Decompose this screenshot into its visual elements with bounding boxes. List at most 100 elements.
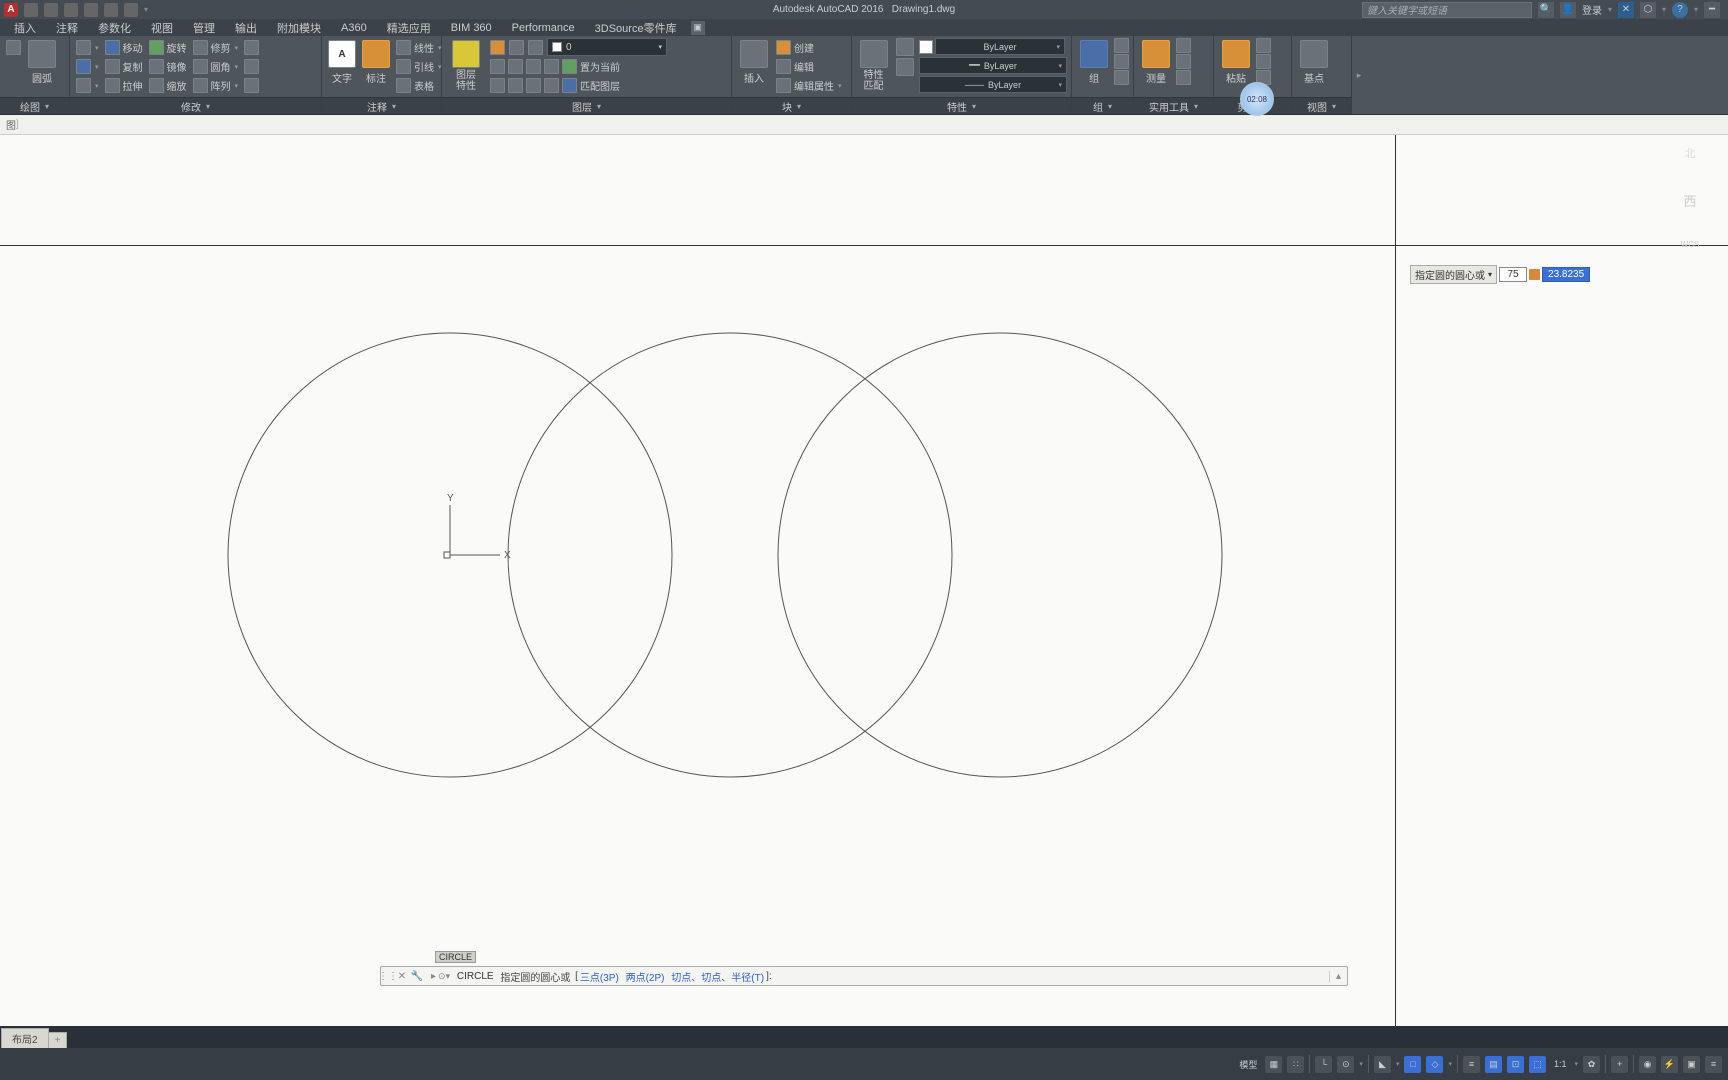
tab-insert[interactable]: 插入	[4, 20, 46, 36]
lwt-toggle[interactable]: ≡	[1463, 1056, 1480, 1073]
cmd-option-ttr[interactable]: 切点、切点、半径(T)	[671, 969, 764, 984]
move-button[interactable]: 移动	[103, 38, 145, 56]
copy-clip-icon[interactable]	[1256, 54, 1271, 69]
color-combo[interactable]: ByLayer	[935, 38, 1065, 55]
isolate-objects[interactable]: ◉	[1639, 1056, 1656, 1073]
layer-lock-icon[interactable]	[526, 59, 541, 74]
infocenter-search-input[interactable]: 键入关键字或短语	[1362, 2, 1532, 18]
tab-annotate[interactable]: 注释	[46, 20, 88, 36]
layer-b-icon[interactable]	[508, 78, 523, 93]
annotation-scale[interactable]: 1:1	[1551, 1059, 1570, 1069]
dynamic-input[interactable]: 指定圆的圆心或▾ 75 23.8235	[1410, 265, 1590, 284]
scale-button[interactable]: 缩放	[147, 76, 189, 94]
set-current-label[interactable]: 置为当前	[580, 59, 620, 74]
cmd-option-2p[interactable]: 两点(2P)	[626, 969, 665, 984]
measure-button[interactable]: 测量	[1138, 38, 1174, 85]
transparency-toggle[interactable]: ▤	[1485, 1056, 1502, 1073]
dyn-ucs-toggle[interactable]: ⬚	[1529, 1056, 1546, 1073]
linear-dim-button[interactable]: 线性	[394, 38, 444, 56]
file-tab[interactable]: 图	[6, 117, 16, 132]
match-properties-button[interactable]: 特性 匹配	[856, 38, 891, 92]
cut-icon[interactable]	[1256, 38, 1271, 53]
color-swatch[interactable]	[919, 40, 933, 54]
snap-toggle[interactable]: ∷	[1287, 1056, 1304, 1073]
stretch-button[interactable]: 拉伸	[103, 76, 145, 94]
array-button[interactable]: 阵列	[191, 76, 241, 94]
cmdline-close-button[interactable]: ✕	[395, 971, 409, 982]
cmdline-customize-icon[interactable]: 🔧	[409, 971, 425, 982]
hardware-accel[interactable]: ⚡	[1661, 1056, 1678, 1073]
ribbon-minimize-button[interactable]: ▣	[691, 21, 705, 35]
copy-button[interactable]: 复制	[103, 57, 145, 75]
tab-a360[interactable]: A360	[331, 22, 377, 34]
qat-new-icon[interactable]	[24, 3, 38, 17]
tab-view[interactable]: 视图	[141, 20, 183, 36]
layer-setcurrent-icon[interactable]	[562, 59, 577, 74]
modify-extra1[interactable]	[242, 38, 261, 56]
customization-button[interactable]: ≡	[1705, 1056, 1722, 1073]
rotate-button[interactable]: 旋转	[147, 38, 189, 56]
leader-button[interactable]: 引线	[394, 57, 444, 75]
layer-sun-icon[interactable]	[509, 40, 524, 55]
workspace-switching[interactable]: ✿	[1583, 1056, 1600, 1073]
util-c-icon[interactable]	[1176, 70, 1191, 85]
layer-off-icon[interactable]	[508, 59, 523, 74]
create-block-button[interactable]: 创建	[774, 38, 844, 56]
polar-toggle[interactable]: ⊙	[1337, 1056, 1354, 1073]
modify-extra3[interactable]	[242, 76, 261, 94]
match-layer-label[interactable]: 匹配图层	[580, 78, 620, 93]
layer-freeze-icon[interactable]	[528, 40, 543, 55]
tab-parametric[interactable]: 参数化	[88, 20, 141, 36]
isodraft-toggle[interactable]: ◣	[1374, 1056, 1391, 1073]
help-button[interactable]: ?	[1672, 2, 1688, 18]
qat-open-icon[interactable]	[44, 3, 58, 17]
exchange-icon[interactable]: ✕	[1618, 2, 1634, 18]
lineweight-combo[interactable]: ━━ByLayer	[919, 57, 1067, 74]
layer-properties-button[interactable]: 图层 特性	[446, 38, 486, 92]
app-menu-button[interactable]: A	[4, 3, 18, 17]
osnap-toggle[interactable]: □	[1404, 1056, 1421, 1073]
layer-c-icon[interactable]	[526, 78, 541, 93]
search-button[interactable]: 🔍	[1538, 2, 1554, 18]
command-line[interactable]: CIRCLE ⋮⋮ ✕ 🔧 ▸ ⊙▾ CIRCLE 指定圆的圆心或 [ 三点(3…	[380, 966, 1348, 1002]
basepoint-button[interactable]: 基点	[1296, 38, 1332, 85]
rect-button[interactable]	[74, 38, 101, 56]
tab-manage[interactable]: 管理	[183, 20, 225, 36]
fillet-button[interactable]: 圆角	[191, 57, 241, 75]
model-paper-toggle[interactable]: 模型	[1236, 1058, 1260, 1071]
group-bbox-icon[interactable]	[1114, 70, 1129, 85]
model-space-canvas[interactable]: X Y 指定圆的圆心或▾ 75 23.8235 北 西 WCS	[0, 135, 1728, 1026]
ortho-toggle[interactable]: └	[1315, 1056, 1332, 1073]
paste-button[interactable]: 粘贴	[1218, 38, 1254, 85]
selection-cycling-toggle[interactable]: ⊡	[1507, 1056, 1524, 1073]
ribbon-overflow-button[interactable]: ▸	[1352, 36, 1366, 114]
qat-redo-icon[interactable]	[124, 3, 138, 17]
layer-combo[interactable]: 0▾	[547, 38, 667, 56]
arc-button[interactable]: 圆弧	[24, 38, 60, 85]
dyn-input-y[interactable]: 23.8235	[1542, 267, 1590, 282]
cmd-option-3p[interactable]: 三点(3P)	[580, 969, 619, 984]
clean-screen[interactable]: ▣	[1683, 1056, 1700, 1073]
modify-extra2[interactable]	[242, 57, 261, 75]
cmdline-grip-icon[interactable]: ⋮⋮	[381, 971, 395, 982]
util-a-icon[interactable]	[1176, 38, 1191, 53]
prop-palette-icon[interactable]	[896, 38, 914, 56]
layer-unlock-icon[interactable]	[544, 59, 559, 74]
dimension-button[interactable]: 标注	[360, 38, 392, 85]
layer-iso-icon[interactable]	[490, 59, 505, 74]
table-button[interactable]: 表格	[394, 76, 444, 94]
edit-block-button[interactable]: 编辑	[774, 57, 844, 75]
qat-undo-icon[interactable]	[104, 3, 118, 17]
match-layer-icon[interactable]	[562, 78, 577, 93]
text-button[interactable]: A文字	[326, 38, 358, 85]
signin-label[interactable]: 登录	[1582, 2, 1602, 17]
annotation-monitor[interactable]: +	[1611, 1056, 1628, 1073]
layer-a-icon[interactable]	[490, 78, 505, 93]
layer-d-icon[interactable]	[544, 78, 559, 93]
qat-save-icon[interactable]	[64, 3, 78, 17]
command-prompt[interactable]: ▸ ⊙▾ CIRCLE 指定圆的圆心或 [ 三点(3P) 两点(2P) 切点、切…	[425, 969, 1329, 984]
cmdline-history-button[interactable]: ▴	[1329, 971, 1347, 982]
minimize-button[interactable]: ━	[1704, 2, 1720, 18]
tab-3dsource[interactable]: 3DSource零件库	[585, 20, 687, 36]
3dosnap-toggle[interactable]: ◇	[1426, 1056, 1443, 1073]
